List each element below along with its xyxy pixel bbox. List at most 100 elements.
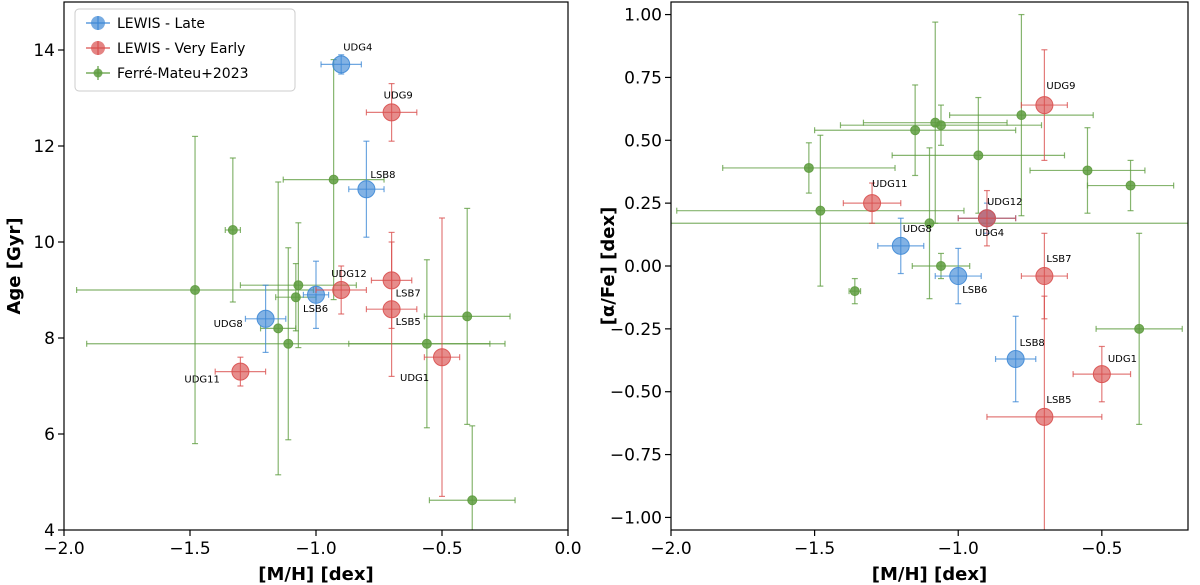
data-point-ferre-1	[676, 134, 965, 287]
point-label-udg8: UDG8	[214, 319, 243, 330]
marker	[863, 194, 882, 213]
point-label-udg12: UDG12	[987, 197, 1023, 208]
age-vs-metallicity-panel: UDG4 LSB8 LSB6 UDG8 UDG9 UDG12 LSB7 LSB5 UDG1 UDG…	[4, 1, 582, 585]
x-tick-label: 0.0	[554, 539, 581, 559]
marker	[849, 286, 860, 297]
point-label-udg11: UDG11	[872, 179, 908, 190]
marker	[973, 150, 984, 161]
series-late	[877, 202, 1037, 403]
marker	[256, 309, 275, 328]
data-point-ferre-2	[75, 135, 315, 445]
marker	[1125, 180, 1136, 191]
marker	[467, 495, 478, 506]
marker	[1016, 110, 1027, 121]
point-label-lsb5: LSB5	[396, 317, 421, 328]
point-label-lsb6: LSB6	[303, 304, 328, 315]
point-label-lsb6: LSB6	[962, 285, 987, 296]
data-point-ferre-0	[282, 58, 385, 301]
y-tick-label: −0.25	[610, 320, 662, 340]
marker	[328, 174, 339, 185]
y-tick-label: 12	[33, 137, 55, 157]
marker	[935, 261, 946, 271]
data-point-very_early-udg9	[365, 82, 418, 142]
data-point-ferre-9	[428, 425, 516, 530]
x-tick-label: −1.5	[169, 539, 210, 559]
marker	[421, 338, 432, 349]
marker	[815, 205, 826, 216]
y-tick-label: 0.50	[624, 131, 662, 151]
data-point-ferre-3	[814, 84, 1017, 177]
marker	[462, 311, 473, 322]
point-label-udg1: UDG1	[400, 373, 429, 384]
y-axis-label: [α/Fe] [dex]	[598, 207, 619, 326]
marker	[924, 218, 935, 229]
data-point-ferre-7	[348, 259, 506, 429]
marker	[332, 281, 351, 299]
data-point-very_early-udg9	[1020, 49, 1068, 161]
marker	[1092, 365, 1111, 384]
data-point-very_early-udg1	[423, 217, 461, 497]
point-label-lsb8: LSB8	[370, 170, 395, 181]
x-axis-label: [M/H] [dex]	[258, 564, 373, 585]
data-point-late-lsb8	[348, 140, 385, 238]
marker	[190, 285, 201, 295]
marker	[382, 103, 401, 122]
x-tick-label: −1.5	[794, 539, 835, 559]
x-tick-label: −1.0	[295, 539, 336, 559]
data-point-late-udg4	[320, 54, 362, 75]
data-point-ferre-9	[949, 13, 1094, 217]
y-tick-label: 0.25	[624, 194, 662, 214]
data-point-late-udg8	[244, 284, 287, 353]
data-point-very_early-lsb5	[365, 241, 418, 377]
marker	[1134, 323, 1145, 334]
x-tick-label: −0.5	[1081, 539, 1122, 559]
point-label-udg1: UDG1	[1108, 354, 1137, 365]
data-point-very_early-lsb5	[986, 295, 1103, 530]
data-point-ferre-12	[1095, 232, 1183, 425]
y-tick-label: 0.00	[624, 257, 662, 277]
legend: LEWIS - Late LEWIS - Very Early Ferré-Mate…	[74, 8, 296, 92]
marker	[1035, 96, 1054, 115]
point-label-udg4: UDG4	[975, 228, 1004, 239]
legend-entry-very_early: LEWIS - Very Early	[86, 41, 245, 57]
marker	[977, 209, 996, 228]
data-point-ferre-10	[1029, 127, 1146, 214]
marker	[357, 180, 376, 199]
data-point-ferre-1	[224, 157, 241, 303]
legend-marker	[91, 41, 105, 55]
data-point-ferre-7	[911, 252, 971, 280]
y-tick-label: −0.75	[610, 446, 662, 466]
data-point-ferre-4	[862, 21, 1008, 224]
point-label-udg9: UDG9	[384, 90, 413, 101]
data-point-late-udg8	[877, 217, 925, 275]
data-point-ferre-5	[839, 104, 1043, 146]
point-label-lsb7: LSB7	[396, 288, 421, 299]
marker	[1006, 350, 1025, 369]
legend-entry-late: LEWIS - Late	[86, 16, 205, 32]
x-tick-label: −1.0	[938, 539, 979, 559]
data-point-late-lsb6	[934, 247, 982, 305]
x-axis: −2.0 −1.5 −1.0 −0.5 [M/H] [dex]	[650, 530, 1122, 585]
marker	[332, 55, 351, 74]
data-point-ferre-8	[423, 207, 511, 425]
legend-label: LEWIS - Very Early	[117, 41, 245, 57]
marker	[1082, 165, 1093, 176]
legend-entry-ferre: Ferré-Mateu+2023	[86, 66, 249, 82]
plot-area	[75, 54, 516, 530]
marker	[910, 125, 921, 136]
series-ferre	[75, 58, 516, 530]
series-ferre	[671, 13, 1188, 425]
y-tick-label: 8	[44, 329, 55, 349]
alpha-fe-vs-metallicity-panel: UDG8 LSB6 LSB8 UDG4 UDG9 UDG11 UDG12 LSB7 UDG1 LS…	[598, 1, 1189, 585]
point-label-udg12: UDG12	[331, 269, 367, 280]
marker	[290, 292, 301, 303]
data-point-very_early-udg12	[957, 189, 1017, 247]
y-axis: 1.00 0.75 0.50 0.25 0.00 −0.25 −0.50 −0.75 −1.00…	[598, 6, 671, 528]
y-tick-label: 14	[33, 41, 55, 61]
data-point-ferre-4	[275, 263, 317, 332]
legend-marker	[91, 16, 105, 30]
marker	[949, 267, 968, 286]
y-tick-label: 10	[33, 233, 55, 253]
point-labels: UDG8 LSB6 LSB8 UDG4 UDG9 UDG11 UDG12 LSB7 UDG1 LS…	[872, 81, 1137, 406]
